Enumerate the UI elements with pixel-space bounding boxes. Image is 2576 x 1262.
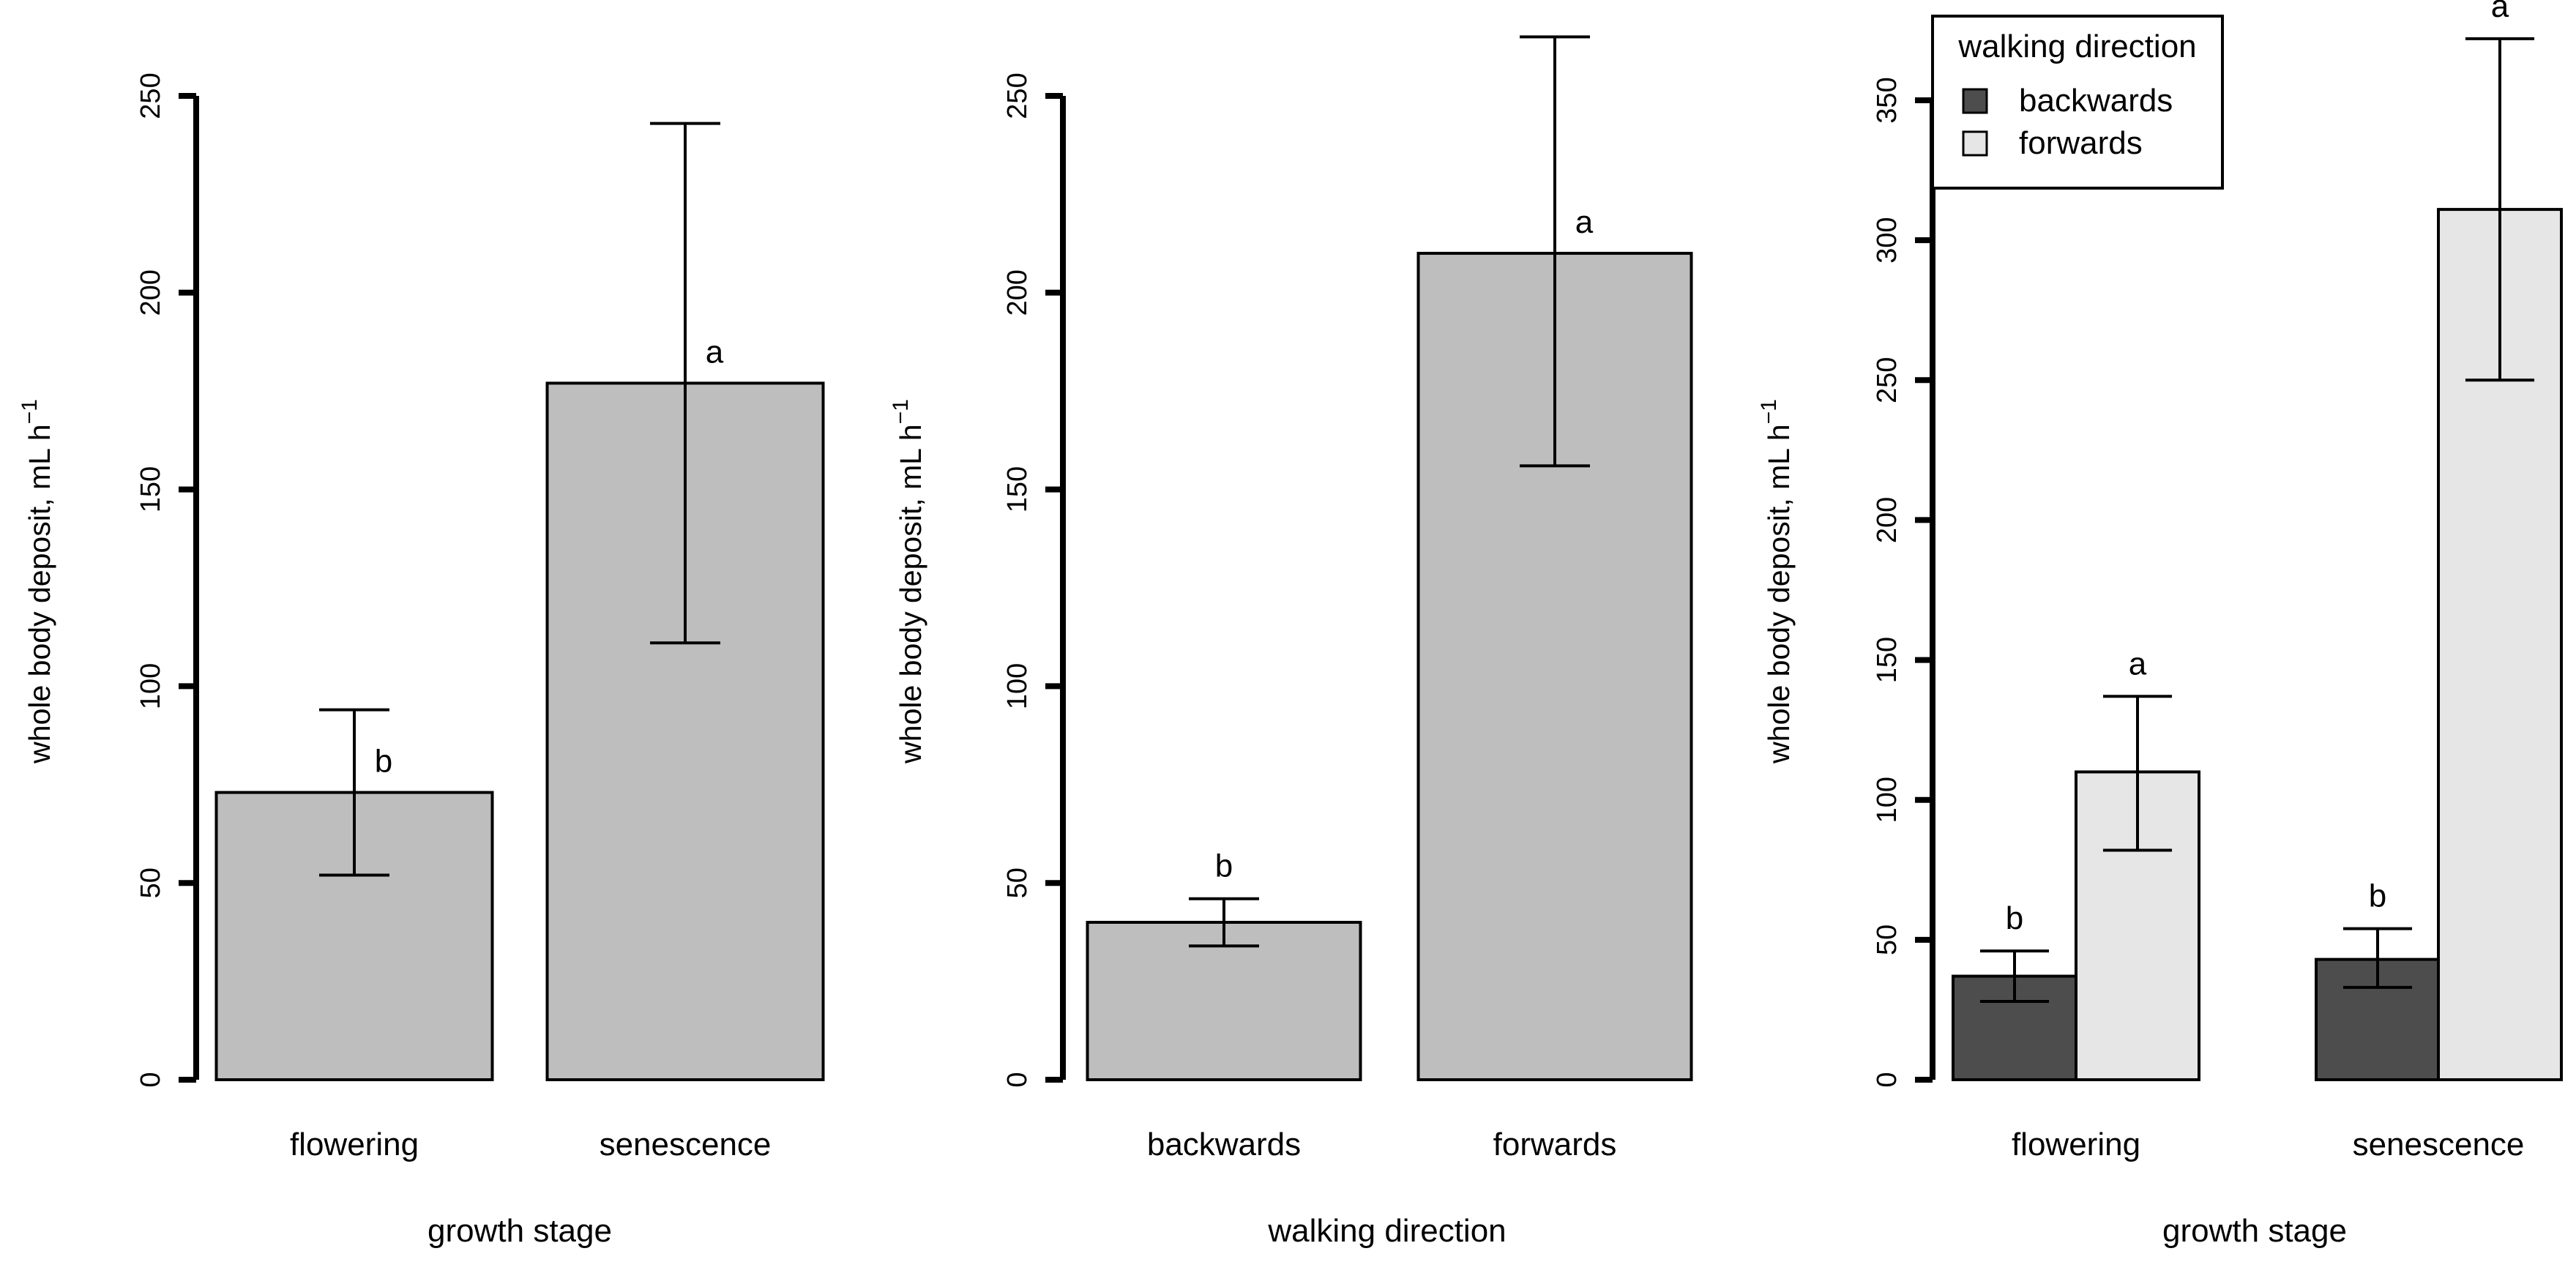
y-axis-title: whole body deposit, mL h−1 xyxy=(18,399,56,764)
significance-letter: a xyxy=(1575,204,1594,240)
y-tick-label: 50 xyxy=(135,867,166,898)
y-axis-title-text: whole body deposit, mL h xyxy=(1762,424,1796,763)
y-tick-label: 100 xyxy=(135,663,166,709)
y-tick-label: 200 xyxy=(1002,269,1033,316)
significance-letter: b xyxy=(2369,878,2386,914)
y-tick-label: 100 xyxy=(1872,777,1903,823)
y-axis-title-superscript: −1 xyxy=(889,399,913,424)
chart-panel-2: 0 50 100 150 200 250 whole body deposit, mL h−… xyxy=(889,35,1693,1249)
y-tick-label: 100 xyxy=(1002,663,1033,709)
x-category-label: senescence xyxy=(2353,1127,2525,1162)
significance-letter: a xyxy=(2129,646,2147,682)
y-tick-label: 150 xyxy=(1872,637,1903,683)
y-tick-label: 150 xyxy=(135,466,166,512)
y-tick-label: 200 xyxy=(135,269,166,316)
legend: walking direction backwards forwards xyxy=(1931,15,2224,190)
y-tick-label: 250 xyxy=(135,72,166,119)
y-tick-label: 250 xyxy=(1002,72,1033,119)
legend-label-backwards: backwards xyxy=(2019,83,2173,119)
legend-swatch-backwards xyxy=(1962,88,1988,114)
y-axis-title-text: whole body deposit, mL h xyxy=(23,424,56,763)
y-tick-label: 0 xyxy=(1872,1072,1903,1087)
significance-letter: b xyxy=(1215,848,1233,884)
y-axis-title-superscript: −1 xyxy=(18,399,42,424)
x-category-label: forwards xyxy=(1493,1127,1617,1162)
y-axis-title-text: whole body deposit, mL h xyxy=(894,424,927,763)
x-category-label: backwards xyxy=(1147,1127,1301,1162)
significance-letter: b xyxy=(375,744,392,780)
significance-letter: a xyxy=(2491,0,2509,24)
y-axis-title-superscript: −1 xyxy=(1757,399,1781,424)
y-axis-title: whole body deposit, mL h−1 xyxy=(1757,399,1796,764)
x-axis-title: growth stage xyxy=(428,1213,612,1249)
x-category-label: flowering xyxy=(290,1127,419,1162)
y-tick-label: 0 xyxy=(135,1072,166,1087)
x-category-label: senescence xyxy=(600,1127,772,1162)
bar-value-backwards xyxy=(1086,920,1362,1081)
y-tick-label: 50 xyxy=(1872,925,1903,955)
y-tick-label: 350 xyxy=(1872,77,1903,123)
y-tick-label: 0 xyxy=(1002,1072,1033,1087)
y-tick-label: 250 xyxy=(1872,357,1903,403)
chart-panel-1: 0 50 100 150 200 250 whole body deposit, mL h−… xyxy=(18,72,825,1249)
significance-letter: b xyxy=(2006,900,2023,936)
x-category-label: flowering xyxy=(2012,1127,2140,1162)
y-tick-label: 50 xyxy=(1002,867,1033,898)
legend-label-forwards: forwards xyxy=(2019,125,2143,161)
y-tick-label: 200 xyxy=(1872,497,1903,543)
y-axis-title: whole body deposit, mL h−1 xyxy=(889,399,927,764)
chart-panel-3: 0 50 100 150 200 250 300 350 whole body deposit,… xyxy=(1757,0,2563,1249)
significance-letter: a xyxy=(706,334,724,370)
legend-title: walking direction xyxy=(1957,29,2196,64)
y-tick-label: 300 xyxy=(1872,217,1903,263)
x-axis-title: growth stage xyxy=(2162,1213,2347,1249)
legend-swatch-forwards xyxy=(1962,130,1988,157)
y-tick-label: 150 xyxy=(1002,466,1033,512)
x-axis-title: walking direction xyxy=(1267,1213,1506,1249)
